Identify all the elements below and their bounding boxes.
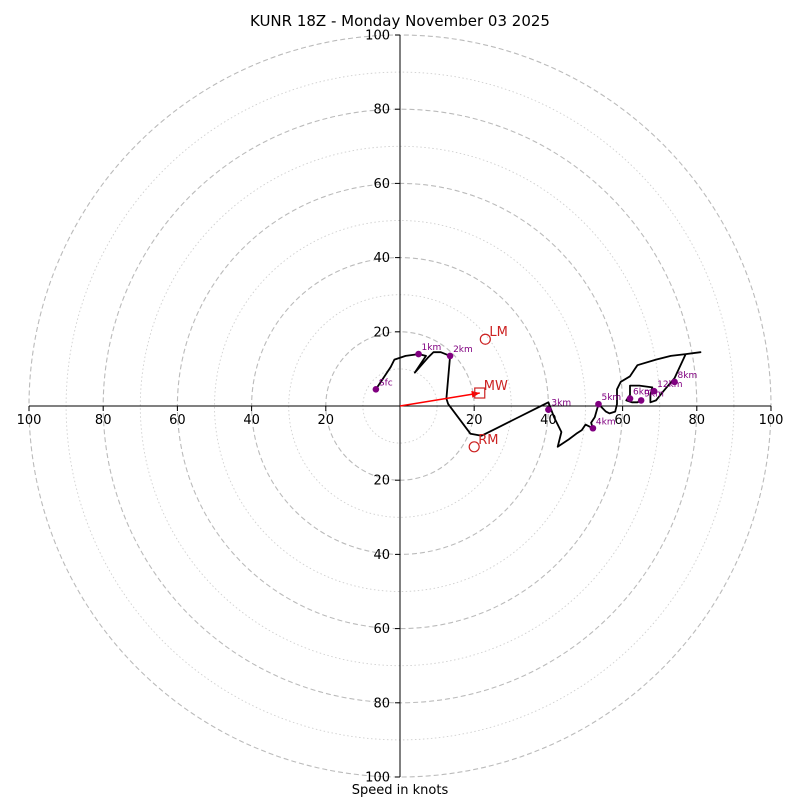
axis-ticks: 100 80 60 40 20 20 40 60 80 100 100 80 60 40 20 20 40 60 8…	[17, 29, 784, 786]
level-label: 6km	[633, 388, 653, 398]
motion-marker	[479, 333, 491, 345]
height-markers: Sfc1km2km3km4km5km6km9km12km8km	[372, 343, 698, 432]
y-tick-label: 40	[373, 548, 390, 563]
storm-motion-markers: LM RM MW	[468, 325, 508, 453]
x-tick-label: 20	[466, 413, 483, 428]
level-label: 1km	[422, 343, 442, 353]
level-marker	[626, 395, 634, 402]
y-tick-label: 80	[373, 696, 390, 711]
y-tick-label: 60	[373, 177, 390, 192]
level-label: 12km	[657, 380, 682, 390]
level-label: 2km	[453, 345, 473, 355]
chart-title: KUNR 18Z - Monday November 03 2025	[250, 12, 550, 30]
level-marker	[415, 350, 422, 358]
x-tick-label: 60	[169, 413, 186, 428]
motion-marker	[468, 441, 480, 453]
level-marker	[595, 400, 602, 408]
motion-label: RM	[478, 433, 498, 448]
x-tick-label: 40	[243, 413, 260, 428]
level-marker	[650, 387, 658, 395]
level-marker	[545, 406, 552, 414]
level-marker	[637, 397, 645, 404]
level-marker	[589, 424, 597, 432]
level-label: 5km	[601, 393, 621, 403]
motion-label: MW	[484, 379, 508, 394]
x-tick-label: 40	[540, 413, 557, 428]
y-tick-label: 40	[373, 251, 390, 266]
y-tick-label: 20	[373, 474, 390, 489]
x-tick-label: 20	[318, 413, 335, 428]
x-tick-label: 80	[689, 413, 706, 428]
level-label: 4km	[596, 417, 616, 427]
hodograph-trace	[375, 351, 702, 448]
level-marker	[446, 352, 454, 360]
mean-wind-vector	[399, 392, 480, 407]
x-axis-label: Speed in knots	[351, 783, 449, 798]
mean-wind-arrowhead	[471, 390, 480, 398]
y-tick-label: 20	[373, 325, 390, 340]
level-marker	[372, 386, 380, 393]
x-tick-label: 100	[759, 413, 784, 428]
y-tick-label: 80	[373, 103, 390, 118]
x-tick-label: 100	[17, 413, 42, 428]
level-label: 3km	[551, 399, 571, 409]
x-tick-label: 80	[95, 413, 112, 428]
y-tick-label: 60	[373, 622, 390, 637]
level-label: Sfc	[379, 378, 393, 388]
level-label: 8km	[678, 371, 698, 381]
x-tick-label: 60	[614, 413, 631, 428]
wind-profile	[375, 351, 702, 448]
y-tick-label: 100	[365, 29, 390, 44]
level-marker	[671, 378, 678, 386]
y-tick-label: 100	[365, 771, 390, 786]
motion-marker	[474, 387, 486, 399]
motion-label: LM	[489, 325, 507, 340]
